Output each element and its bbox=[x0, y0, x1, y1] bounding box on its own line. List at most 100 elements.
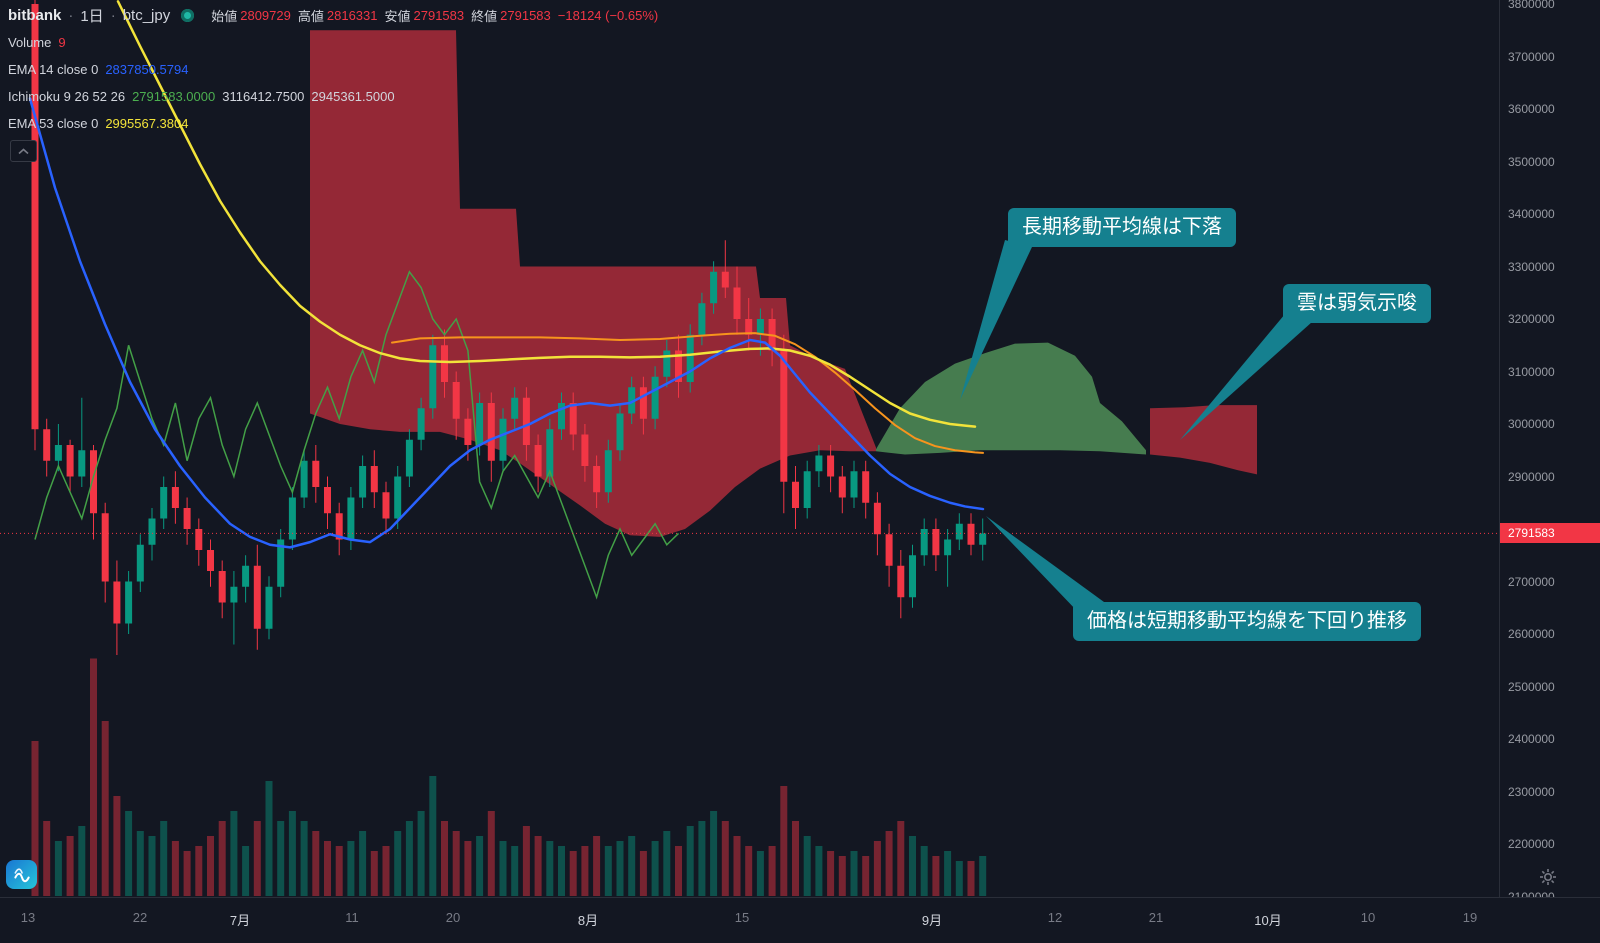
price-chart[interactable] bbox=[0, 0, 1500, 897]
candle-body bbox=[370, 466, 378, 493]
candle-body bbox=[803, 471, 811, 508]
pair-label[interactable]: btc_jpy bbox=[122, 6, 171, 24]
callout-price-below-short-ma[interactable]: 価格は短期移動平均線を下回り推移 bbox=[1073, 602, 1421, 641]
time-tick: 15 bbox=[734, 910, 750, 925]
candle-body bbox=[288, 497, 296, 540]
candle-body bbox=[850, 471, 858, 498]
volume-bar bbox=[171, 841, 179, 896]
ema14-line bbox=[28, 97, 985, 549]
price-tick: 2600000 bbox=[1508, 627, 1555, 641]
volume-bar bbox=[604, 846, 612, 896]
time-tick: 22 bbox=[132, 910, 148, 925]
candle-body bbox=[31, 4, 39, 430]
volume-bar bbox=[909, 836, 916, 896]
time-tick: 21 bbox=[1148, 910, 1164, 925]
candle-body bbox=[581, 434, 589, 466]
time-tick: 8月 bbox=[577, 913, 599, 928]
candle-body bbox=[113, 581, 121, 624]
candle-body bbox=[195, 529, 203, 550]
candle-body bbox=[43, 429, 51, 461]
candle-body bbox=[756, 319, 764, 335]
candle-body bbox=[944, 539, 952, 556]
indicator-row-volume[interactable]: Volume 9 bbox=[8, 32, 658, 52]
price-tick: 3200000 bbox=[1508, 312, 1555, 326]
candle-body bbox=[464, 418, 472, 445]
chart-legend: bitbank · 1日 · btc_jpy 始値 2809729 高値 281… bbox=[8, 5, 658, 140]
volume-bar bbox=[522, 826, 530, 896]
time-tick: 19 bbox=[1462, 910, 1478, 925]
volume-bar bbox=[253, 821, 261, 896]
candle-body bbox=[733, 287, 741, 319]
candle-body bbox=[838, 476, 846, 498]
volume-bar bbox=[487, 811, 495, 896]
ema14-label: EMA 14 close 0 bbox=[8, 61, 99, 77]
time-tick: 20 bbox=[445, 910, 461, 925]
candle-body bbox=[429, 345, 437, 409]
indicator-row-ema14[interactable]: EMA 14 close 0 2837850.5794 bbox=[8, 59, 658, 79]
interval-label[interactable]: 1日 bbox=[80, 7, 104, 25]
volume-bar bbox=[195, 846, 203, 896]
candle-body bbox=[171, 487, 179, 508]
volume-bar bbox=[616, 841, 624, 896]
volume-bar bbox=[312, 831, 320, 896]
candle-body bbox=[686, 334, 694, 382]
candle-body bbox=[522, 397, 530, 445]
candle-body bbox=[534, 445, 542, 477]
timezone-settings-gear-icon[interactable] bbox=[1538, 867, 1558, 887]
legend-collapse-button[interactable] bbox=[10, 140, 37, 162]
indicator-row-ema53[interactable]: EMA 53 close 0 2995567.3804 bbox=[8, 113, 658, 133]
candle-body bbox=[628, 387, 636, 414]
volume-bar bbox=[838, 856, 846, 896]
candle-body bbox=[558, 403, 565, 430]
price-axis[interactable]: 3800000 3700000 3600000 3500000 3400000 33000… bbox=[1499, 0, 1600, 904]
callout-bearish-cloud[interactable]: 雲は弱気示唆 bbox=[1283, 284, 1431, 323]
candle-body bbox=[710, 271, 718, 304]
volume-bar bbox=[873, 841, 881, 896]
volume-bar bbox=[324, 841, 331, 896]
candle-body bbox=[476, 403, 484, 445]
candle-body bbox=[979, 533, 987, 545]
candle-body bbox=[897, 565, 905, 598]
volume-bar bbox=[897, 821, 905, 896]
candle-body bbox=[90, 450, 97, 514]
platform-logo[interactable] bbox=[6, 860, 37, 889]
ichimoku-cloud-segment bbox=[1150, 405, 1257, 475]
ichimoku-value-1: 2791583.0000 bbox=[132, 88, 216, 104]
time-tick: 11 bbox=[345, 910, 359, 925]
candle-body bbox=[616, 413, 624, 451]
candle-body bbox=[242, 565, 250, 587]
volume-bar bbox=[651, 841, 659, 896]
candle-body bbox=[909, 555, 916, 598]
volume-bar bbox=[581, 846, 589, 896]
time-axis[interactable]: 13 22 7月 11 20 8月 15 9月 12 21 10月 10 19 bbox=[0, 897, 1600, 943]
volume-bar bbox=[710, 811, 718, 896]
volume-bar bbox=[78, 826, 86, 896]
volume-bar bbox=[218, 821, 226, 896]
candle-body bbox=[546, 429, 554, 477]
indicator-row-ichimoku[interactable]: Ichimoku 9 26 52 26 2791583.0000 3116412… bbox=[8, 86, 658, 106]
symbol-row[interactable]: bitbank · 1日 · btc_jpy 始値 2809729 高値 281… bbox=[8, 5, 658, 25]
candle-body bbox=[639, 387, 647, 419]
ichimoku-cloud-segment bbox=[876, 342, 1146, 455]
volume-bar bbox=[113, 796, 121, 896]
symbol-name[interactable]: bitbank bbox=[8, 6, 62, 24]
candle-body bbox=[511, 397, 519, 419]
candle-body bbox=[125, 581, 133, 624]
volume-bar bbox=[955, 861, 963, 896]
candle-body bbox=[160, 487, 168, 519]
candle-body bbox=[253, 565, 261, 629]
volume-bar bbox=[628, 836, 636, 896]
time-tick: 13 bbox=[20, 910, 36, 925]
callout-long-ma-declining[interactable]: 長期移動平均線は下落 bbox=[1008, 208, 1236, 247]
market-status-icon bbox=[181, 8, 195, 22]
candle-body bbox=[441, 345, 448, 382]
candle-body bbox=[604, 450, 612, 493]
price-tick: 3000000 bbox=[1508, 417, 1555, 431]
volume-bar bbox=[265, 781, 273, 896]
candle-body bbox=[101, 513, 109, 582]
volume-bar bbox=[792, 821, 799, 896]
volume-bar bbox=[885, 831, 893, 896]
candle-body bbox=[265, 586, 273, 629]
candle-body bbox=[218, 571, 226, 603]
